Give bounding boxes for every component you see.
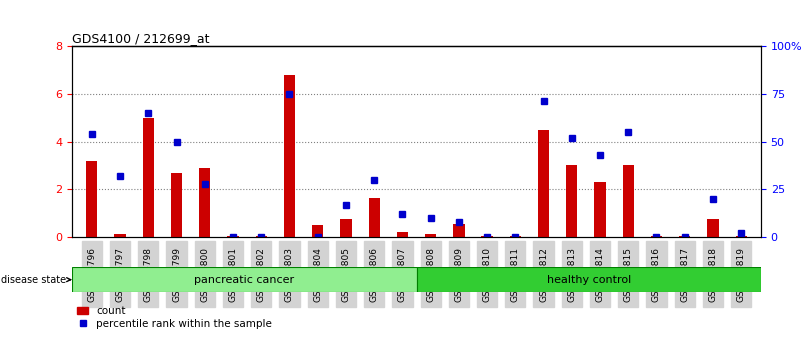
Bar xyxy=(171,173,182,237)
Bar xyxy=(368,198,380,237)
Bar xyxy=(87,161,98,237)
Bar xyxy=(566,166,578,237)
Bar xyxy=(256,236,267,237)
Bar xyxy=(453,224,465,237)
Bar xyxy=(312,225,324,237)
Bar xyxy=(72,267,417,292)
Text: disease state: disease state xyxy=(2,275,70,285)
Bar xyxy=(115,234,126,237)
Bar xyxy=(509,236,521,237)
Bar xyxy=(340,219,352,237)
Bar xyxy=(538,130,549,237)
Bar xyxy=(417,267,761,292)
Text: healthy control: healthy control xyxy=(546,275,631,285)
Bar xyxy=(227,236,239,237)
Bar xyxy=(481,236,493,237)
Bar xyxy=(396,232,408,237)
Bar xyxy=(143,118,154,237)
Bar xyxy=(679,236,690,237)
Bar xyxy=(651,236,662,237)
Bar xyxy=(735,236,747,237)
Bar xyxy=(199,168,211,237)
Legend: count, percentile rank within the sample: count, percentile rank within the sample xyxy=(78,306,272,329)
Bar xyxy=(622,166,634,237)
Text: pancreatic cancer: pancreatic cancer xyxy=(194,275,294,285)
Bar xyxy=(425,234,437,237)
Bar xyxy=(284,75,295,237)
Bar xyxy=(707,219,718,237)
Text: GDS4100 / 212699_at: GDS4100 / 212699_at xyxy=(72,32,210,45)
Bar xyxy=(594,182,606,237)
